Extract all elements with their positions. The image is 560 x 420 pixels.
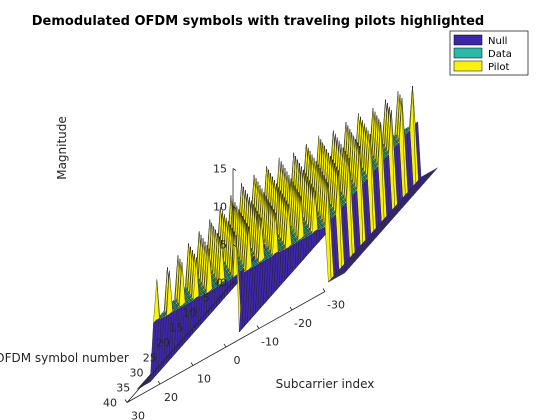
y-tick-mark	[219, 295, 223, 298]
y-tick-label: 40	[103, 397, 117, 410]
legend: Null Data Pilot	[449, 30, 529, 76]
y-tick-label: 20	[156, 337, 170, 350]
y-tick-mark	[206, 310, 210, 313]
z-tick-mark	[232, 168, 237, 171]
x-tick-label: 0	[234, 354, 241, 367]
legend-swatch-data	[453, 47, 483, 59]
legend-entry-null: Null	[488, 36, 507, 47]
legend-swatch-pilot	[453, 60, 483, 72]
chart-title: Demodulated OFDM symbols with traveling …	[32, 14, 485, 29]
x-tick-mark	[157, 380, 161, 385]
y-tick-mark	[193, 325, 197, 328]
x-tick-label: -20	[294, 317, 312, 330]
y-tick-label: 10	[183, 307, 197, 320]
x-axis-label: Subcarrier index	[276, 377, 375, 391]
x-tick-mark	[289, 306, 293, 311]
y-tick-mark	[153, 370, 157, 373]
y-axis-label: OFDM symbol number	[0, 351, 129, 365]
y-tick-label: 35	[116, 382, 130, 395]
x-tick-mark	[322, 288, 326, 292]
x-tick-label: -10	[261, 336, 279, 349]
y-tick-label: 0	[216, 277, 223, 290]
y-tick-mark	[232, 280, 237, 283]
z-tick-label: 5	[220, 239, 227, 252]
y-tick-label: 25	[143, 352, 157, 365]
legend-swatch-null	[453, 34, 483, 46]
legend-entry-data: Data	[488, 49, 512, 60]
x-tick-label: 20	[164, 391, 178, 404]
y-tick-label: 15	[169, 322, 183, 335]
y-tick-mark	[126, 400, 131, 403]
x-tick-mark	[223, 343, 227, 348]
surface-plot	[136, 85, 438, 390]
z-tick-mark	[232, 282, 237, 285]
z-axis-label: Magnitude	[55, 116, 69, 180]
y-tick-label: 30	[130, 367, 144, 380]
x-tick-label: 30	[131, 410, 145, 420]
x-tick-mark	[124, 399, 128, 403]
z-tick-label: 15	[213, 163, 227, 176]
x-tick-mark	[190, 362, 194, 366]
surface-cell	[341, 269, 348, 275]
y-tick-mark	[179, 340, 184, 343]
legend-entry-pilot: Pilot	[488, 62, 509, 73]
x-tick-mark	[256, 325, 260, 329]
z-tick-mark	[232, 206, 237, 209]
surface-cell	[431, 167, 438, 173]
x-tick-label: -30	[327, 299, 345, 312]
x-tick-label: 10	[197, 373, 211, 386]
y-tick-label: 5	[203, 292, 210, 305]
y-tick-mark	[140, 385, 144, 388]
y-tick-mark	[166, 355, 170, 358]
z-tick-mark	[232, 244, 237, 247]
z-tick-label: 0	[220, 277, 227, 290]
z-tick-label: 10	[213, 201, 227, 214]
